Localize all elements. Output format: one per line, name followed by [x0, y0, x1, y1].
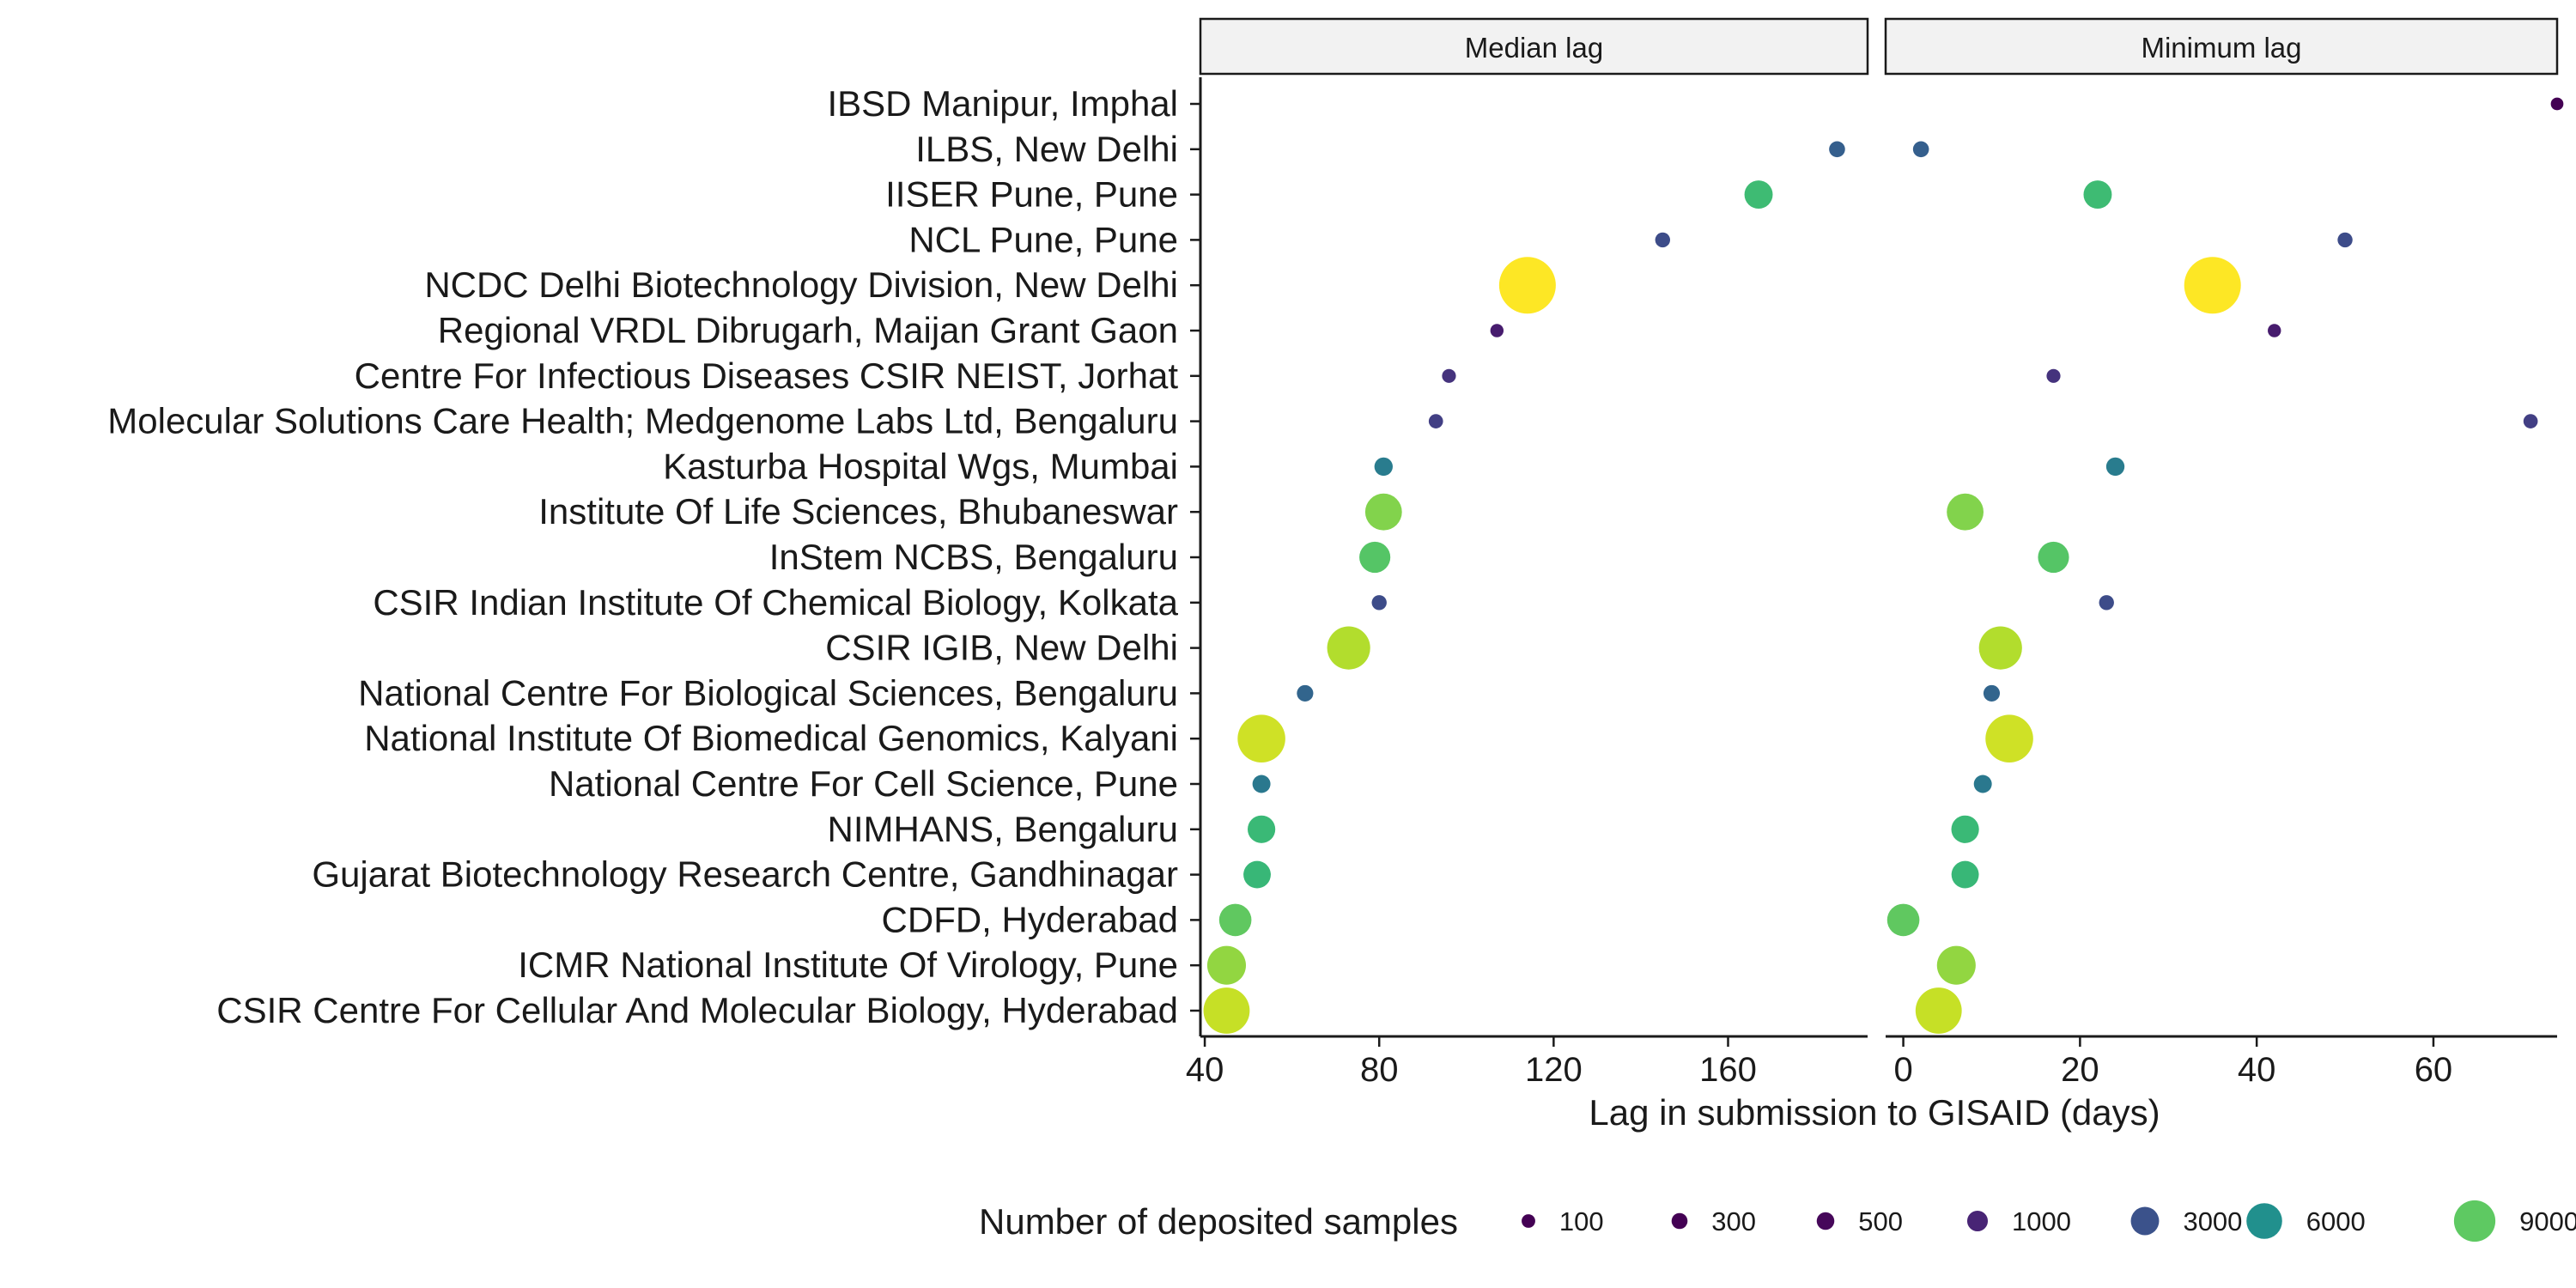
point-csir-indian-institute-of-chemical-biology-kolkata: [2099, 595, 2114, 611]
category-label-icmr-national-institute-of-virology-pune: ICMR National Institute Of Virology, Pun…: [518, 945, 1178, 985]
legend-key-9000: [2453, 1200, 2496, 1242]
category-label-national-institute-of-biomedical-genomics-kalyani: National Institute Of Biomedical Genomic…: [364, 718, 1178, 758]
point-centre-for-infectious-diseases-csir-neist-jorhat: [1442, 368, 1456, 383]
legend-label-3000: 3000: [2183, 1206, 2242, 1236]
point-kasturba-hospital-wgs-mumbai: [2105, 457, 2125, 477]
category-label-molecular-solutions-care-health-medgenome-labs-ltd-bengaluru: Molecular Solutions Care Health; Medgeno…: [107, 401, 1178, 441]
point-gujarat-biotechnology-research-centre-gandhinagar: [1243, 860, 1271, 889]
x-tick-label: 160: [1699, 1051, 1757, 1089]
panel-median-lag: Median lag 40 80 120 160: [1186, 17, 1869, 1089]
point-institute-of-life-sciences-bhubaneswar: [1947, 493, 1984, 531]
category-label-iiser-pune-pune: IISER Pune, Pune: [885, 174, 1178, 215]
x-tick-label: 0: [1893, 1051, 1912, 1089]
x-tick-label: 60: [2415, 1051, 2453, 1089]
point-molecular-solutions-care-health-medgenome-labs-ltd-bengaluru: [2523, 414, 2538, 428]
category-label-ncdc-delhi-biotechnology-division-new-delhi: NCDC Delhi Biotechnology Division, New D…: [424, 264, 1178, 305]
point-ncdc-delhi-biotechnology-division-new-delhi: [1498, 257, 1556, 314]
point-iiser-pune-pune: [1744, 180, 1773, 210]
point-molecular-solutions-care-health-medgenome-labs-ltd-bengaluru: [1428, 414, 1443, 428]
point-cdfd-hyderabad: [1218, 903, 1252, 937]
facet-strip: [1884, 17, 2559, 76]
category-label-csir-igib-new-delhi: CSIR IGIB, New Delhi: [825, 628, 1178, 668]
point-csir-centre-for-cellular-and-molecular-biology-hyderabad: [1203, 987, 1250, 1034]
legend-key-3000: [2130, 1206, 2160, 1236]
category-label-kasturba-hospital-wgs-mumbai: Kasturba Hospital Wgs, Mumbai: [663, 446, 1178, 486]
category-label-csir-centre-for-cellular-and-molecular-biology-hyderabad: CSIR Centre For Cellular And Molecular B…: [216, 990, 1178, 1030]
point-instem-ncbs-bengaluru: [2038, 541, 2069, 574]
facet-panels: Median lag 40 80 120 160 Minimum lag 0 20 40 60: [1186, 17, 2564, 1089]
point-gujarat-biotechnology-research-centre-gandhinagar: [1951, 860, 1979, 889]
point-national-institute-of-biomedical-genomics-kalyani: [1237, 714, 1285, 762]
x-tick-label: 120: [1525, 1051, 1583, 1089]
category-label-gujarat-biotechnology-research-centre-gandhinagar: Gujarat Biotechnology Research Centre, G…: [312, 854, 1178, 895]
legend-title: Number of deposited samples: [979, 1201, 1458, 1242]
category-label-ibsd-manipur-imphal: IBSD Manipur, Imphal: [827, 83, 1178, 124]
point-iiser-pune-pune: [2083, 180, 2112, 210]
x-tick-label: 80: [1360, 1051, 1399, 1089]
legend-key-500: [1816, 1212, 1835, 1230]
facet-strip: [1199, 17, 1869, 76]
point-national-centre-for-biological-sciences-bengaluru: [1983, 684, 2001, 702]
category-label-regional-vrdl-dibrugarh-maijan-grant-gaon: Regional VRDL Dibrugarh, Maijan Grant Ga…: [438, 310, 1178, 350]
point-icmr-national-institute-of-virology-pune: [1206, 945, 1247, 985]
legend-key-300: [1671, 1212, 1688, 1230]
point-csir-igib-new-delhi: [1327, 626, 1370, 670]
category-label-nimhans-bengaluru: NIMHANS, Bengaluru: [828, 809, 1179, 849]
category-label-csir-indian-institute-of-chemical-biology-kolkata: CSIR Indian Institute Of Chemical Biolog…: [373, 582, 1178, 623]
legend-key-1000: [1966, 1210, 1989, 1232]
point-csir-indian-institute-of-chemical-biology-kolkata: [1371, 595, 1387, 611]
category-axis: IBSD Manipur, Imphal ILBS, New Delhi IISER…: [107, 83, 1200, 1030]
point-csir-centre-for-cellular-and-molecular-biology-hyderabad: [1915, 987, 1962, 1034]
point-ibsd-manipur-imphal: [2550, 97, 2564, 111]
category-label-ncl-pune-pune: NCL Pune, Pune: [908, 219, 1178, 259]
category-label-centre-for-infectious-diseases-csir-neist-jorhat: Centre For Infectious Diseases CSIR NEIS…: [355, 355, 1179, 396]
point-national-centre-for-cell-science-pune: [1252, 775, 1271, 793]
category-label-institute-of-life-sciences-bhubaneswar: Institute Of Life Sciences, Bhubaneswar: [538, 491, 1178, 532]
point-kasturba-hospital-wgs-mumbai: [1374, 457, 1393, 477]
point-icmr-national-institute-of-virology-pune: [1936, 945, 1976, 985]
legend-key-6000: [2246, 1203, 2282, 1239]
point-national-centre-for-biological-sciences-bengaluru: [1297, 684, 1314, 702]
point-national-centre-for-cell-science-pune: [1973, 775, 1992, 793]
point-ilbs-new-delhi: [1912, 141, 1929, 158]
point-centre-for-infectious-diseases-csir-neist-jorhat: [2046, 368, 2061, 383]
point-regional-vrdl-dibrugarh-maijan-grant-gaon: [2268, 324, 2281, 337]
legend-label-6000: 6000: [2306, 1206, 2366, 1236]
legend-label-300: 300: [1711, 1206, 1756, 1236]
x-tick-label: 40: [1186, 1051, 1224, 1089]
point-cdfd-hyderabad: [1886, 903, 1920, 937]
legend-label-9000: 9000: [2519, 1206, 2576, 1236]
point-nimhans-bengaluru: [1247, 815, 1276, 843]
point-ilbs-new-delhi: [1829, 141, 1845, 158]
size-legend: Number of deposited samples 100 300 500 1000…: [979, 1200, 2576, 1242]
legend-label-500: 500: [1858, 1206, 1903, 1236]
category-label-cdfd-hyderabad: CDFD, Hyderabad: [882, 899, 1178, 939]
facet-strip-title: Median lag: [1465, 32, 1603, 64]
category-label-ilbs-new-delhi: ILBS, New Delhi: [915, 129, 1178, 169]
point-ncdc-delhi-biotechnology-division-new-delhi: [2184, 257, 2241, 314]
legend-label-100: 100: [1559, 1206, 1604, 1236]
legend-key-100: [1522, 1214, 1535, 1228]
category-label-national-centre-for-biological-sciences-bengaluru: National Centre For Biological Sciences,…: [358, 672, 1178, 713]
point-national-institute-of-biomedical-genomics-kalyani: [1985, 714, 2033, 762]
x-tick-label: 40: [2238, 1051, 2276, 1089]
point-nimhans-bengaluru: [1951, 815, 1979, 843]
point-regional-vrdl-dibrugarh-maijan-grant-gaon: [1490, 324, 1504, 337]
point-ncl-pune-pune: [2337, 232, 2353, 248]
facet-strip-title: Minimum lag: [2141, 32, 2301, 64]
x-tick-label: 20: [2061, 1051, 2099, 1089]
point-institute-of-life-sciences-bhubaneswar: [1364, 493, 1402, 531]
x-axis-title: Lag in submission to GISAID (days): [1589, 1092, 2160, 1133]
point-ncl-pune-pune: [1655, 232, 1671, 248]
category-label-national-centre-for-cell-science-pune: National Centre For Cell Science, Pune: [549, 763, 1178, 804]
point-csir-igib-new-delhi: [1978, 626, 2022, 670]
legend-label-1000: 1000: [2012, 1206, 2071, 1236]
panel-minimum-lag: Minimum lag 0 20 40 60: [1884, 17, 2564, 1089]
point-instem-ncbs-bengaluru: [1359, 541, 1391, 574]
category-label-instem-ncbs-bengaluru: InStem NCBS, Bengaluru: [769, 537, 1178, 577]
